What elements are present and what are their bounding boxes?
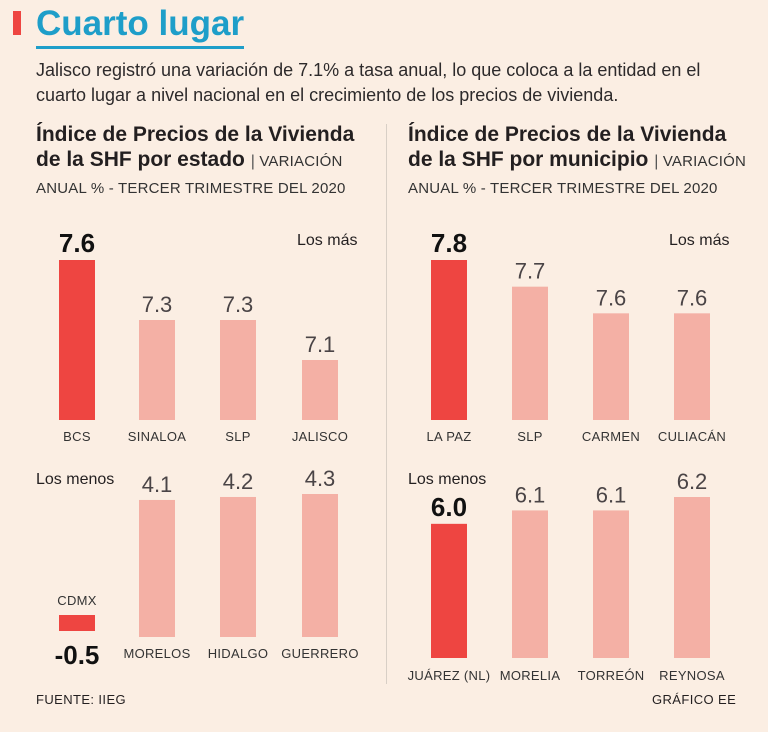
category-label-3-2: TORREÓN (578, 668, 645, 683)
value-label-1-0: -0.5 (55, 640, 100, 670)
category-label-3-1: MORELIA (500, 668, 561, 683)
category-label-1-1: MORELOS (123, 646, 190, 661)
value-label-0-0: 7.6 (59, 228, 95, 258)
bar-0-0 (59, 260, 95, 420)
category-label-2-1: SLP (517, 429, 542, 444)
bar-1-3 (302, 494, 338, 637)
page-title: Cuarto lugar (36, 4, 245, 49)
value-label-1-1: 4.1 (142, 472, 173, 497)
category-label-1-3: GUERRERO (281, 646, 359, 661)
value-label-3-2: 6.1 (596, 482, 627, 507)
bar-2-3 (674, 313, 710, 420)
value-label-1-3: 4.3 (305, 466, 336, 491)
bar-2-2 (593, 313, 629, 420)
chart-title-0: Los más (297, 232, 357, 249)
source-note: FUENTE: IIEG (36, 692, 127, 707)
right-panel-separator: | (654, 153, 663, 170)
category-label-0-2: SLP (225, 429, 250, 444)
value-label-0-1: 7.3 (142, 292, 173, 317)
value-label-3-1: 6.1 (515, 482, 546, 507)
chart-title-3: Los menos (408, 471, 486, 488)
left-panel-subtitle: VARIACIÓN ANUAL % - TERCER TRIMESTRE DEL… (36, 153, 346, 197)
value-label-2-3: 7.6 (677, 285, 708, 310)
value-label-2-1: 7.7 (515, 259, 546, 284)
bar-3-1 (512, 510, 548, 658)
category-label-0-1: SINALOA (128, 429, 186, 444)
right-panel-title: Índice de Precios de la Vivienda de la S… (408, 123, 727, 171)
value-label-2-0: 7.8 (431, 228, 467, 258)
bar-3-2 (593, 510, 629, 658)
category-label-1-0: CDMX (57, 593, 97, 608)
bar-0-1 (139, 320, 175, 420)
right-panel-subtitle: VARIACIÓN ANUAL % - TERCER TRIMESTRE DEL… (408, 153, 747, 197)
left-panel-separator: | (250, 153, 260, 170)
right-panel-heading: Índice de Precios de la Vivienda de la S… (408, 122, 748, 201)
page-subtitle: Jalisco registró una variación de 7.1% a… (36, 60, 701, 105)
value-label-3-0: 6.0 (431, 492, 467, 522)
category-label-2-2: CARMEN (582, 429, 640, 444)
category-label-0-0: BCS (63, 429, 91, 444)
bar-1-2 (220, 496, 256, 637)
category-label-1-2: HIDALGO (208, 646, 269, 661)
panel-divider (386, 124, 387, 684)
value-label-0-2: 7.3 (223, 292, 254, 317)
bar-0-3 (302, 360, 338, 420)
value-label-0-3: 7.1 (305, 332, 336, 357)
bar-2-0 (431, 260, 467, 420)
bar-2-1 (512, 286, 548, 420)
graphic-credit: GRÁFICO EE (652, 692, 737, 707)
bar-1-1 (139, 499, 175, 637)
value-label-1-2: 4.2 (223, 469, 254, 494)
category-label-2-3: CULIACÁN (658, 429, 726, 444)
bar-1-0 (59, 615, 95, 631)
chart-title-2: Los más (669, 232, 729, 249)
bar-3-3 (674, 497, 710, 658)
bar-3-0 (431, 523, 467, 658)
value-label-3-3: 6.2 (677, 469, 708, 494)
bar-0-2 (220, 320, 256, 420)
category-label-0-3: JALISCO (292, 429, 348, 444)
category-label-3-0: JUÁREZ (NL) (408, 668, 491, 683)
value-label-2-2: 7.6 (596, 285, 627, 310)
category-label-3-3: REYNOSA (659, 668, 725, 683)
category-label-2-0: LA PAZ (427, 429, 472, 444)
left-panel-title: Índice de Precios de la Vivienda de la S… (36, 123, 355, 171)
title-accent-bar (13, 11, 21, 35)
chart-title-1: Los menos (36, 471, 114, 488)
left-panel-heading: Índice de Precios de la Vivienda de la S… (36, 122, 376, 201)
